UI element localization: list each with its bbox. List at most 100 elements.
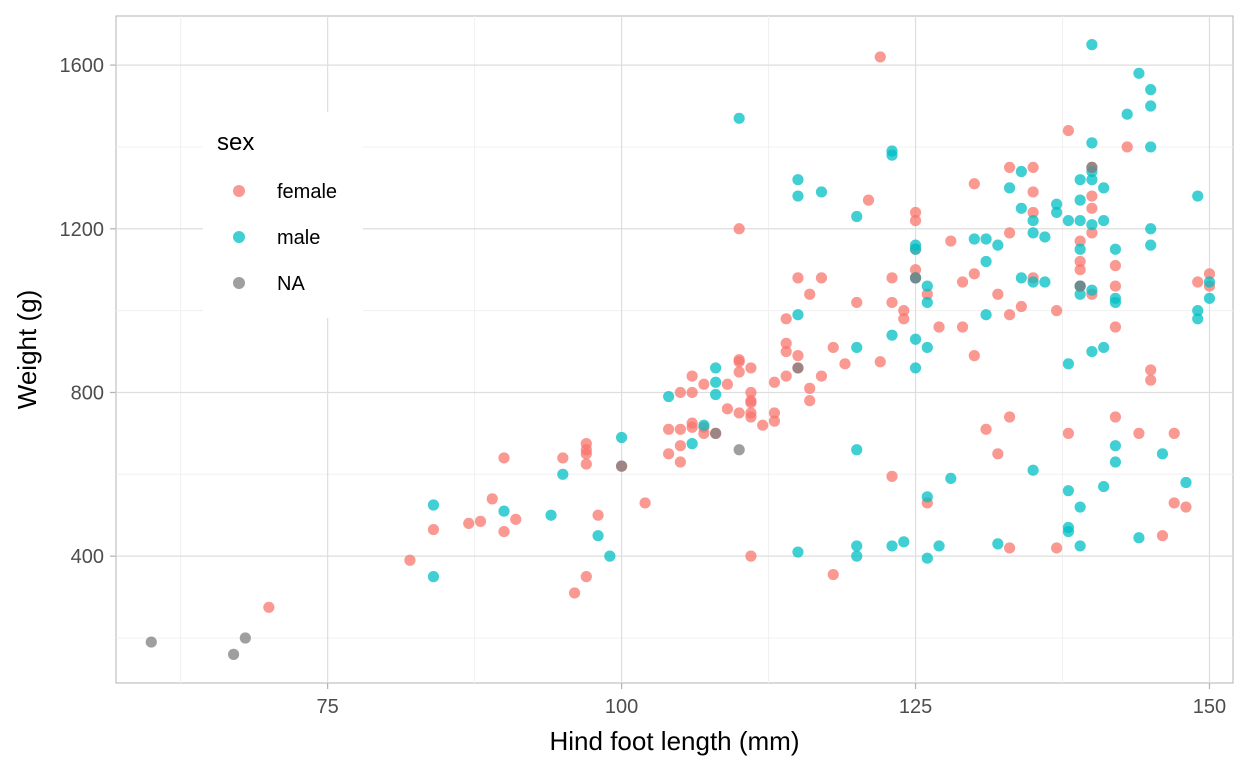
point-female: [804, 395, 816, 407]
point-male: [698, 419, 710, 431]
point-female: [933, 321, 945, 333]
point-female: [1121, 141, 1133, 153]
point-female: [1168, 497, 1180, 509]
point-female: [1168, 427, 1180, 439]
point-female: [1004, 227, 1016, 239]
point-na: [1086, 161, 1098, 174]
point-female: [780, 345, 792, 358]
point-female: [1074, 255, 1086, 268]
point-male: [1145, 239, 1157, 251]
point-male: [1109, 456, 1122, 468]
point-male: [710, 376, 722, 388]
point-female: [1109, 260, 1122, 272]
point-male: [1145, 84, 1157, 96]
point-male: [615, 431, 628, 444]
point-female: [1109, 411, 1122, 423]
point-male: [1086, 345, 1098, 358]
point-female: [827, 341, 839, 354]
point-female: [1074, 264, 1086, 276]
point-female: [1004, 542, 1016, 554]
point-female: [698, 378, 710, 390]
point-male: [1074, 194, 1086, 206]
point-male: [1027, 276, 1039, 288]
point-male: [1004, 182, 1016, 194]
point-female: [498, 525, 510, 538]
point-male: [498, 505, 510, 517]
point-female: [1156, 530, 1169, 542]
point-female: [674, 386, 686, 399]
point-female: [886, 296, 898, 309]
point-male: [909, 362, 922, 374]
point-male: [1098, 182, 1110, 194]
point-female: [804, 382, 816, 394]
x-tick-label: 100: [605, 696, 638, 718]
point-female: [1004, 309, 1016, 321]
point-male: [427, 571, 440, 583]
point-female: [1015, 300, 1027, 313]
x-axis-label: Hind foot length (mm): [550, 726, 800, 756]
point-male: [921, 341, 933, 354]
point-female: [874, 356, 886, 368]
point-female: [686, 370, 698, 382]
point-female: [768, 415, 781, 427]
point-male: [1098, 341, 1110, 354]
legend-items: female male NA: [233, 181, 337, 295]
point-female: [510, 513, 522, 525]
point-female: [686, 386, 698, 399]
point-male: [710, 362, 722, 374]
point-female: [898, 313, 910, 325]
point-female: [968, 178, 980, 190]
point-male: [851, 540, 863, 552]
point-male: [1145, 141, 1157, 153]
point-female: [721, 403, 734, 415]
legend-label-na: NA: [277, 273, 305, 295]
point-female: [674, 423, 686, 435]
point-female: [745, 550, 757, 562]
point-na: [909, 272, 922, 284]
point-male: [1133, 532, 1145, 544]
point-male: [557, 468, 569, 480]
point-female: [263, 601, 275, 613]
point-male: [1192, 313, 1204, 325]
point-female: [980, 423, 992, 435]
point-male: [1039, 231, 1051, 243]
point-female: [874, 51, 886, 63]
point-male: [1074, 215, 1086, 227]
legend-label-male: male: [277, 227, 320, 249]
point-male: [1098, 480, 1110, 493]
point-female: [909, 206, 922, 219]
point-male: [1086, 39, 1098, 51]
point-female: [886, 470, 898, 482]
point-female: [921, 288, 933, 300]
point-female: [498, 452, 510, 464]
point-male: [592, 530, 604, 542]
y-tick-label: 800: [71, 382, 104, 404]
point-male: [851, 550, 863, 562]
legend-key-na: [233, 277, 245, 289]
point-male: [792, 174, 804, 186]
point-female: [768, 376, 781, 388]
point-male: [933, 540, 945, 552]
point-female: [992, 448, 1004, 460]
point-female: [733, 407, 745, 419]
point-male: [1015, 202, 1027, 214]
point-female: [580, 571, 592, 583]
point-male: [851, 341, 863, 354]
point-male: [921, 552, 933, 564]
point-male: [886, 149, 898, 161]
point-male: [1074, 501, 1086, 513]
legend-label-female: female: [277, 181, 337, 203]
point-female: [968, 350, 980, 362]
point-male: [1027, 227, 1039, 239]
point-male: [1145, 223, 1157, 235]
point-female: [909, 215, 922, 227]
y-tick-label: 400: [71, 546, 104, 568]
points-layer: [145, 39, 1216, 660]
point-female: [792, 350, 804, 362]
point-male: [1156, 448, 1169, 460]
point-male: [1109, 440, 1122, 452]
y-tick-label: 1200: [60, 219, 105, 241]
point-female: [804, 288, 816, 300]
point-male: [921, 296, 933, 309]
